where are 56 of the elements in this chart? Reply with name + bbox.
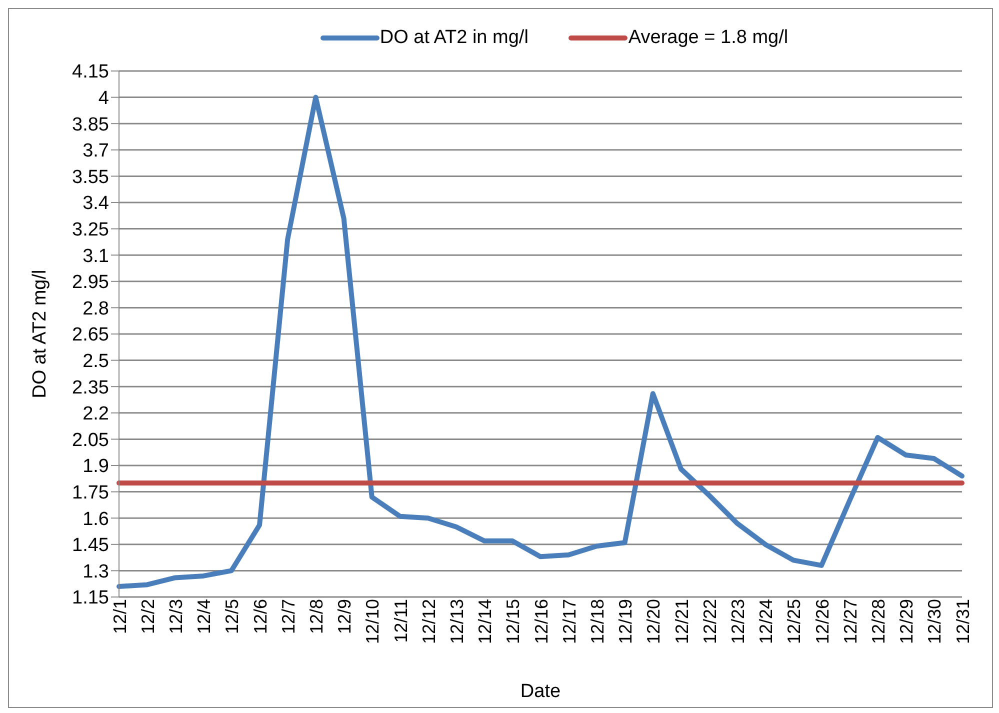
x-tick-label: 12/27 bbox=[840, 599, 860, 644]
x-tick-label: 12/16 bbox=[531, 599, 552, 644]
legend-label: DO at AT2 in mg/l bbox=[380, 27, 528, 49]
y-tick-label: 4 bbox=[98, 88, 110, 110]
x-tick-label: 12/4 bbox=[194, 599, 214, 634]
y-tick-label: 4.15 bbox=[72, 62, 109, 83]
y-tick-label: 3.7 bbox=[82, 140, 109, 162]
x-tick-label: 12/30 bbox=[924, 599, 945, 644]
x-tick-label: 12/15 bbox=[503, 599, 524, 644]
x-tick-label: 12/24 bbox=[756, 599, 776, 644]
y-tick-label: 2.95 bbox=[72, 272, 109, 294]
x-tick-label: 12/6 bbox=[250, 599, 270, 634]
x-tick-label: 12/5 bbox=[222, 599, 242, 634]
y-tick-label: 1.15 bbox=[72, 588, 109, 609]
x-tick-label: 12/14 bbox=[475, 599, 496, 644]
y-tick-label: 1.75 bbox=[72, 482, 109, 504]
x-tick-label: 12/28 bbox=[868, 599, 888, 644]
x-tick-label: 12/19 bbox=[616, 599, 636, 644]
x-tick-label: 12/20 bbox=[644, 599, 664, 644]
x-tick-label: 12/31 bbox=[952, 599, 973, 644]
y-axis-title: DO at AT2 mg/l bbox=[30, 270, 51, 398]
x-tick-label: 12/29 bbox=[896, 599, 917, 644]
x-tick-label: 12/7 bbox=[278, 599, 298, 634]
x-tick-label: 12/11 bbox=[390, 599, 411, 643]
x-tick-label: 12/10 bbox=[362, 599, 383, 644]
x-tick-label: 12/25 bbox=[784, 599, 804, 644]
x-tick-label: 12/21 bbox=[672, 599, 692, 644]
y-tick-label: 1.6 bbox=[82, 508, 109, 530]
y-tick-label: 1.9 bbox=[82, 456, 109, 478]
y-tick-label: 2.65 bbox=[72, 324, 109, 346]
x-tick-label: 12/3 bbox=[166, 599, 186, 634]
x-tick-label: 12/9 bbox=[334, 599, 355, 634]
y-tick-label: 2.2 bbox=[82, 404, 109, 425]
y-tick-label: 1.45 bbox=[72, 535, 109, 556]
y-tick-label: 3.25 bbox=[72, 220, 109, 241]
y-tick-label: 1.3 bbox=[82, 561, 109, 582]
x-tick-label: 12/2 bbox=[138, 599, 158, 634]
y-tick-label: 3.1 bbox=[82, 246, 109, 267]
x-tick-label: 12/12 bbox=[418, 599, 439, 644]
y-tick-label: 3.85 bbox=[72, 114, 109, 136]
y-tick-label: 2.35 bbox=[72, 377, 109, 398]
x-axis-title: Date bbox=[520, 681, 561, 702]
x-tick-label: 12/17 bbox=[559, 599, 580, 644]
y-tick-label: 2.05 bbox=[72, 430, 109, 451]
x-tick-label: 12/22 bbox=[700, 599, 720, 644]
x-tick-label: 12/18 bbox=[587, 599, 608, 644]
y-tick-label: 2.8 bbox=[82, 298, 109, 320]
x-tick-label: 12/8 bbox=[306, 599, 326, 634]
x-tick-label: 12/13 bbox=[446, 599, 467, 644]
y-tick-label: 3.55 bbox=[72, 166, 109, 188]
x-tick-label: 12/1 bbox=[110, 599, 130, 634]
y-tick-label: 2.5 bbox=[82, 351, 109, 372]
y-tick-label: 3.4 bbox=[82, 193, 110, 214]
x-tick-label: 12/23 bbox=[728, 599, 748, 644]
legend-label: Average = 1.8 mg/l bbox=[628, 27, 788, 49]
x-tick-label: 12/26 bbox=[812, 599, 832, 644]
